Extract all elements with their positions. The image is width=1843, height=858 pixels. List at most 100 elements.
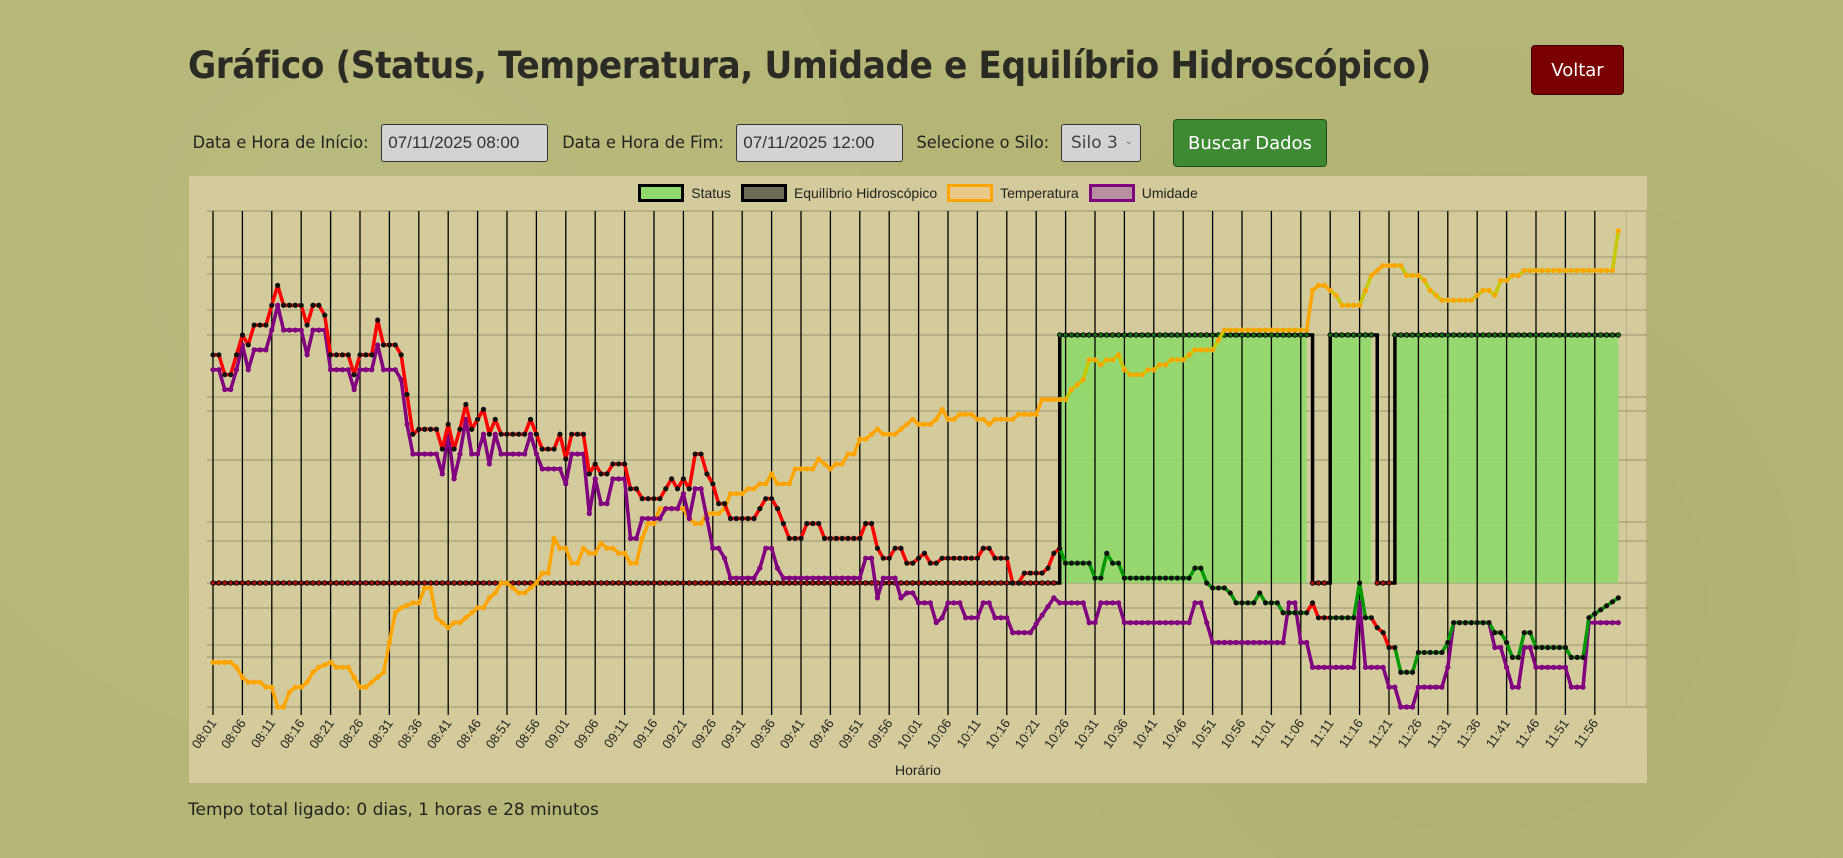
legend-label: Status xyxy=(691,185,731,201)
status-point xyxy=(445,580,451,586)
status-point xyxy=(1462,332,1469,338)
legend-item-temperatura[interactable]: Temperatura xyxy=(947,184,1079,202)
status-point xyxy=(868,580,875,586)
status-point xyxy=(945,580,951,586)
status-point xyxy=(674,580,681,586)
x-tick-label: 11:21 xyxy=(1365,716,1395,750)
status-point xyxy=(1298,332,1304,338)
status-point xyxy=(245,580,251,586)
status-point xyxy=(1509,332,1516,338)
status-point xyxy=(1468,332,1475,338)
status-point xyxy=(310,580,316,586)
legend-item-umidade[interactable]: Umidade xyxy=(1088,184,1198,202)
status-point xyxy=(1603,332,1610,338)
status-point xyxy=(727,580,734,586)
legend-item-status[interactable]: Status xyxy=(638,184,731,202)
status-point xyxy=(715,580,722,586)
x-tick-label: 08:06 xyxy=(218,716,249,751)
status-point xyxy=(633,580,640,586)
x-tick-label: 10:11 xyxy=(953,716,983,750)
status-point xyxy=(933,580,939,586)
status-point xyxy=(621,580,628,586)
back-button[interactable]: Voltar xyxy=(1531,45,1624,95)
status-point xyxy=(974,580,981,586)
status-point xyxy=(1415,332,1422,338)
status-point xyxy=(980,580,986,586)
chevron-down-icon: ⌄ xyxy=(1124,136,1133,147)
status-point xyxy=(304,580,310,586)
start-datetime-input[interactable]: 07/11/2025 08:00 xyxy=(381,124,549,162)
x-tick-label: 09:41 xyxy=(777,716,808,751)
status-point xyxy=(1345,332,1351,338)
status-point xyxy=(904,580,910,586)
status-point xyxy=(345,580,351,586)
status-point xyxy=(1039,580,1045,586)
status-point xyxy=(851,580,857,586)
x-tick-label: 08:21 xyxy=(306,716,337,751)
status-point xyxy=(1562,332,1569,338)
status-point xyxy=(798,580,804,586)
status-point xyxy=(410,580,416,586)
status-point xyxy=(1233,332,1239,338)
x-tick-label: 09:11 xyxy=(601,716,631,750)
status-point xyxy=(1433,332,1439,338)
start-datetime-label: Data e Hora de Início: xyxy=(192,133,369,153)
status-point xyxy=(386,580,393,586)
x-tick-label: 11:36 xyxy=(1453,716,1483,750)
status-point xyxy=(1074,332,1081,338)
status-point xyxy=(710,580,716,586)
status-point xyxy=(857,580,863,586)
status-point xyxy=(1162,332,1169,338)
status-point xyxy=(774,580,781,586)
status-point xyxy=(1004,580,1010,586)
status-point xyxy=(451,580,457,586)
status-point xyxy=(286,580,293,586)
legend-item-equilibrio[interactable]: Equilíbrio Hidroscópico xyxy=(740,184,937,202)
status-point xyxy=(1204,332,1210,338)
status-point xyxy=(1333,332,1339,338)
status-point xyxy=(586,580,593,586)
status-point xyxy=(1057,332,1063,338)
status-point xyxy=(1109,332,1116,338)
status-point xyxy=(1503,332,1510,338)
status-point xyxy=(1192,332,1198,338)
search-data-button[interactable]: Buscar Dados xyxy=(1173,119,1327,167)
end-datetime-input[interactable]: 07/11/2025 12:00 xyxy=(736,124,904,162)
status-point xyxy=(227,580,234,586)
status-point xyxy=(327,580,334,586)
x-tick-label: 08:01 xyxy=(189,716,219,751)
status-point xyxy=(398,580,404,586)
status-point xyxy=(269,580,275,586)
x-tick-label: 09:56 xyxy=(865,716,896,751)
x-tick-label: 11:46 xyxy=(1512,716,1542,750)
legend-swatch-umidade xyxy=(1088,184,1135,202)
status-point xyxy=(427,580,434,586)
silo-select[interactable]: Silo 3 ⌄ xyxy=(1061,124,1141,162)
status-point xyxy=(833,580,839,586)
status-point xyxy=(392,580,398,586)
status-point xyxy=(1245,332,1251,338)
status-point xyxy=(1133,332,1139,338)
x-tick-label: 11:06 xyxy=(1277,716,1307,750)
status-point xyxy=(1568,332,1574,338)
status-point xyxy=(645,580,651,586)
legend-label: Umidade xyxy=(1141,185,1198,201)
status-point xyxy=(610,580,616,586)
legend-swatch-temperatura xyxy=(947,184,994,202)
status-point xyxy=(598,580,604,586)
x-tick-label: 09:31 xyxy=(718,716,749,751)
status-point xyxy=(1480,332,1486,338)
status-point xyxy=(1327,332,1333,338)
status-point xyxy=(692,580,698,586)
status-point xyxy=(862,580,869,586)
status-point xyxy=(457,580,463,586)
status-point xyxy=(1227,332,1233,338)
x-tick-label: 08:56 xyxy=(512,716,543,751)
x-tick-label: 08:46 xyxy=(453,716,484,751)
status-point xyxy=(1068,332,1075,338)
status-point xyxy=(1556,332,1563,338)
status-point xyxy=(698,580,704,586)
status-point xyxy=(510,580,516,586)
status-point xyxy=(827,580,834,586)
status-point xyxy=(1262,332,1269,338)
